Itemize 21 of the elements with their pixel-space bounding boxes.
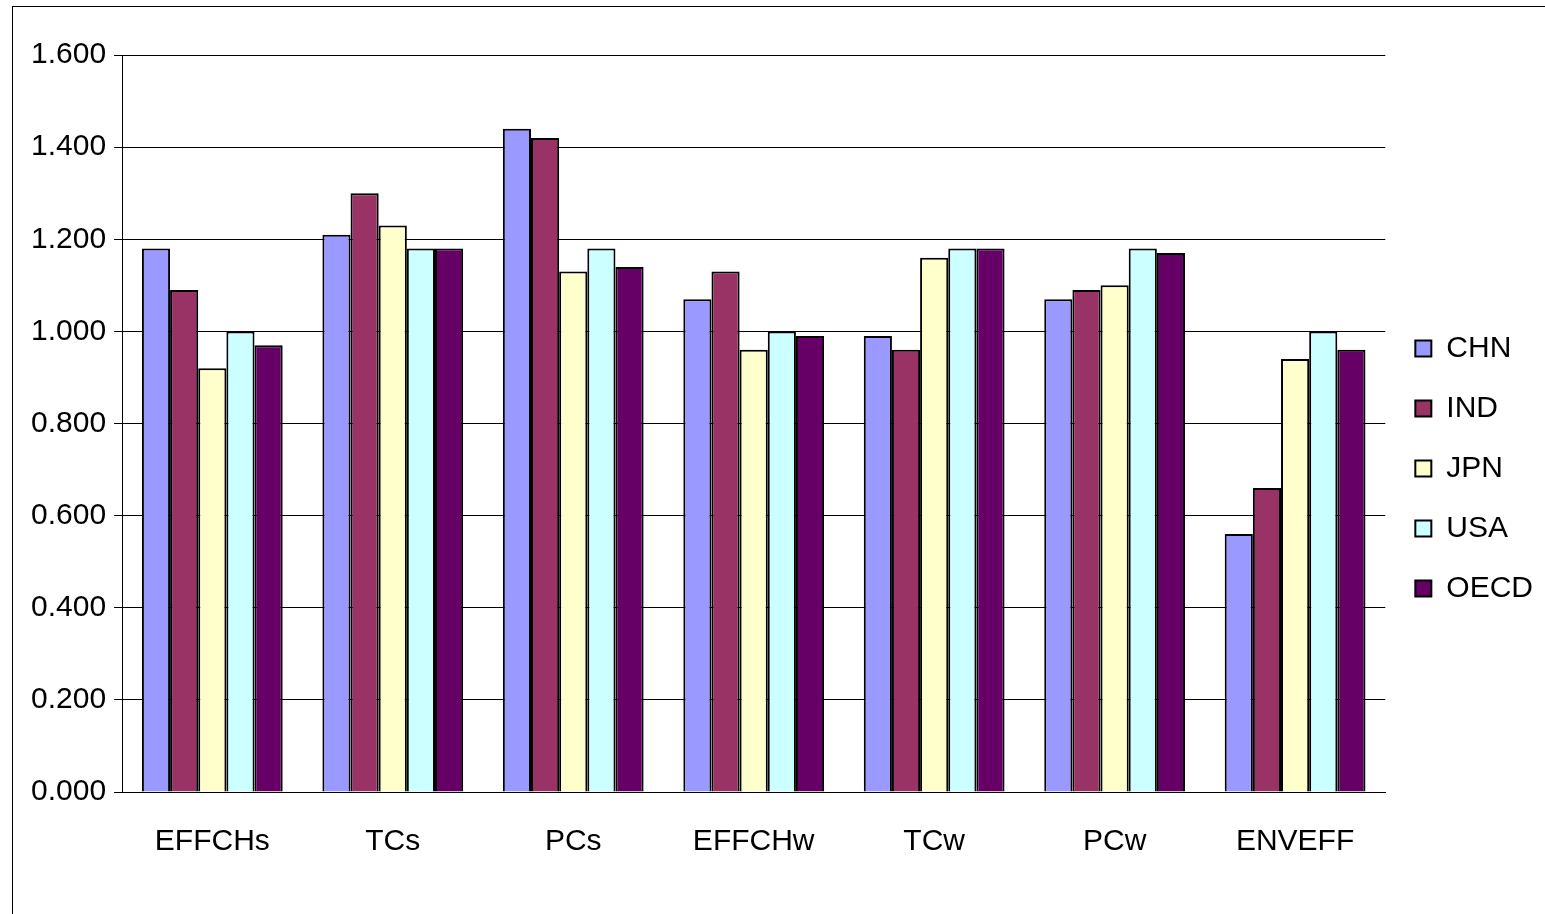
y-tick-label: 1.200 <box>31 220 107 254</box>
x-tick-label: EFFCHs <box>154 823 270 857</box>
legend-label: OECD <box>1446 569 1534 603</box>
y-tick-label: 1.600 <box>31 36 107 70</box>
y-tick-label: 0.400 <box>31 589 107 623</box>
y-tick-label: 0.600 <box>31 496 107 530</box>
y-tick-label: 1.000 <box>31 312 107 346</box>
legend-label: JPN <box>1446 449 1504 483</box>
legend-label: IND <box>1446 389 1498 423</box>
y-tick-label: 0.800 <box>31 404 107 438</box>
y-tick-label: 0.200 <box>31 681 107 715</box>
x-tick-label: PCw <box>1082 823 1147 857</box>
x-tick-label: TCw <box>903 823 966 857</box>
x-tick-label: ENVEFF <box>1235 823 1355 857</box>
legend-label: USA <box>1446 509 1509 543</box>
legend-label: CHN <box>1446 329 1512 363</box>
x-tick-label: EFFCHw <box>692 823 815 857</box>
x-tick-label: TCs <box>365 823 421 857</box>
y-tick-label: 1.400 <box>31 128 107 162</box>
x-tick-label: PCs <box>544 823 602 857</box>
y-tick-label: 0.000 <box>31 773 107 807</box>
